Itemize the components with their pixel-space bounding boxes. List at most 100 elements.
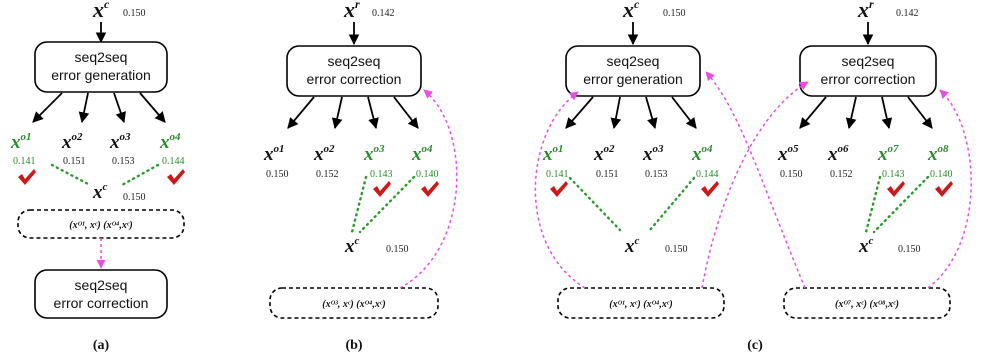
pink-arrow-c2 — [701, 81, 809, 289]
error-correction-box-c — [799, 45, 937, 97]
dotted-link-c-o8 — [872, 175, 930, 234]
input-xr-c: xr — [857, 0, 874, 22]
box-label-a3: seq2seq — [75, 277, 128, 293]
pair-label-c1: (xᴼ¹, xᶜ) (xᴼ⁴,xᶜ) — [609, 299, 673, 310]
error-generation-box-a — [34, 41, 168, 93]
input-xr-b: xr — [343, 0, 360, 22]
pair-label-c2: (xᴼ⁷, xᶜ) (xᴼ⁸,xᶜ) — [835, 299, 899, 310]
score-o3-a: 0.153 — [112, 156, 135, 167]
pink-arrow-b — [399, 89, 458, 289]
pair-box-b — [269, 287, 439, 319]
box-label-a2: error generation — [51, 67, 151, 83]
score-o3-b: 0.143 — [370, 169, 393, 180]
box-label-b1: seq2seq — [328, 53, 381, 69]
pair-box-c2 — [783, 287, 951, 319]
reference-xc-c2: xc — [858, 235, 874, 257]
arrow-a-o4 — [139, 92, 166, 123]
output-o3-c: xo3 — [642, 143, 664, 165]
arrow-a-o2 — [78, 92, 90, 124]
box-label-c2: error generation — [583, 71, 683, 87]
reference-xc-c: xc — [624, 235, 640, 257]
input-xc-c: xc — [622, 0, 640, 22]
output-o6-c: xo6 — [827, 143, 849, 165]
arrow-b-o4 — [393, 96, 419, 129]
score-o2-a: 0.151 — [63, 156, 86, 167]
panel-label-b: (b) — [345, 338, 362, 353]
score-ref-b: 0.150 — [386, 244, 409, 255]
box-label-c4: error correction — [821, 71, 916, 87]
score-o8-c: 0.140 — [930, 169, 953, 180]
score-xc-c: 0.150 — [663, 8, 686, 19]
score-xr-b: 0.142 — [372, 8, 395, 19]
output-o3-b: xo3 — [363, 143, 385, 165]
check-icon — [421, 181, 439, 197]
score-o2-c: 0.151 — [596, 169, 619, 180]
check-icon — [701, 181, 719, 197]
check-icon — [887, 181, 905, 197]
check-icon — [18, 169, 36, 185]
output-o4-a: xo4 — [159, 131, 181, 153]
box-label-a1: seq2seq — [75, 49, 128, 65]
output-o2-b: xo2 — [313, 143, 335, 165]
score-ref-c2: 0.150 — [898, 244, 921, 255]
pink-arrow-c3 — [705, 71, 806, 289]
score-o7-c: 0.143 — [882, 169, 905, 180]
arrow-c-o6 — [845, 96, 857, 130]
reference-xc-b: xc — [344, 235, 360, 257]
arrow-c-o2 — [610, 96, 622, 130]
dotted-link-a-o1 — [50, 163, 92, 187]
score-o5-c: 0.150 — [780, 169, 803, 180]
dotted-link-c-o1 — [568, 176, 622, 232]
score-o4-a: 0.144 — [162, 156, 185, 167]
score-o1-a: 0.141 — [13, 156, 36, 167]
score-o1-b: 0.150 — [266, 169, 289, 180]
pink-arrow-c4 — [927, 89, 972, 289]
arrow-b-o2 — [331, 96, 343, 130]
output-o7-c: xo7 — [877, 143, 899, 165]
arrow-c-o5 — [799, 96, 827, 129]
score-xc-a: 0.150 — [123, 8, 146, 19]
arrow-c-o7 — [881, 96, 893, 130]
score-o4-c: 0.144 — [696, 169, 719, 180]
arrow-b-o3 — [367, 96, 379, 130]
arrow-c-o4 — [671, 96, 697, 129]
error-generation-box-c — [565, 45, 701, 97]
dotted-link-a-o4 — [120, 163, 160, 187]
box-label-a4: error correction — [54, 295, 149, 311]
box-label-c1: seq2seq — [607, 53, 660, 69]
output-o3-a: xo3 — [109, 131, 131, 153]
panel-label-c: (c) — [747, 338, 763, 353]
output-o1-b: xo1 — [263, 143, 285, 165]
box-label-b2: error correction — [307, 71, 402, 87]
output-o2-a: xo2 — [61, 131, 83, 153]
score-o2-b: 0.152 — [316, 169, 339, 180]
output-o2-c: xo2 — [593, 143, 615, 165]
arrow-c-o8 — [907, 96, 933, 129]
arrow-c-o1 — [565, 96, 594, 129]
dotted-link-b-o4 — [358, 175, 416, 234]
score-xr-c: 0.142 — [896, 8, 919, 19]
panel-c: xc 0.150 seq2seq error generation xo1 xo… — [534, 0, 972, 353]
reference-xc-a: xc — [92, 181, 108, 203]
score-o6-c: 0.152 — [830, 169, 853, 180]
arrow-a-o3 — [113, 92, 126, 124]
panel-b: xr 0.142 seq2seq error correction xo1 xo… — [263, 0, 458, 353]
score-ref-c: 0.150 — [665, 244, 688, 255]
score-o4-b: 0.140 — [416, 169, 439, 180]
dotted-link-c-o4 — [648, 176, 696, 232]
pair-label-b: (xᴼ³, xᶜ) (xᴼ⁴,xᶜ) — [322, 299, 386, 310]
panel-a: xc 0.150 seq2seq error generation xo1 xo… — [10, 0, 185, 353]
pink-arrow-c1 — [534, 91, 586, 289]
dotted-link-b-o3 — [350, 175, 368, 234]
score-ref-a: 0.150 — [123, 192, 146, 203]
output-o8-c: xo8 — [927, 143, 949, 165]
pair-label-a: (xᴼ¹, xᶜ) (xᴼ⁴,xᶜ) — [69, 220, 133, 231]
arrow-c-o3 — [645, 96, 658, 130]
score-o3-c: 0.153 — [645, 169, 668, 180]
error-correction-box-b — [286, 45, 422, 97]
check-icon — [550, 181, 568, 197]
panel-label-a: (a) — [93, 338, 110, 353]
box-label-c3: seq2seq — [842, 53, 895, 69]
arrow-b-o1 — [287, 96, 315, 129]
